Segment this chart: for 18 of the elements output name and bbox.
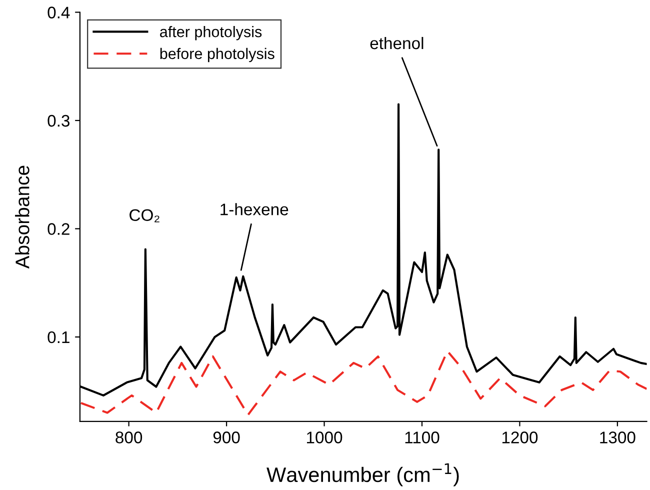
annotation: 1-hexene [220,203,288,216]
line-series [80,350,647,416]
y-axis-title: Absorbance [15,166,30,269]
legend-label: after photolysis [160,26,262,40]
x-tick-label: 1300 [600,432,636,444]
x-tick-label: 800 [116,432,142,444]
y-tick-label: 0.1 [48,331,70,344]
x-axis-title: Wavenumber (cm$^{−1}$) [266,463,459,486]
y-tick-label: 0.2 [48,223,70,235]
x-tick-label: 1000 [306,432,342,444]
y-tick-label: 0.3 [48,114,70,127]
annotation: CO₂ [130,209,160,222]
x-tick-label: 1200 [502,432,538,444]
annotation: ethenol [370,36,424,50]
x-tick-label: 900 [213,432,240,444]
x-tick-label: 1100 [405,432,440,444]
y-tick-label: 0.4 [48,6,70,18]
legend-label: before photolysis [160,48,274,62]
